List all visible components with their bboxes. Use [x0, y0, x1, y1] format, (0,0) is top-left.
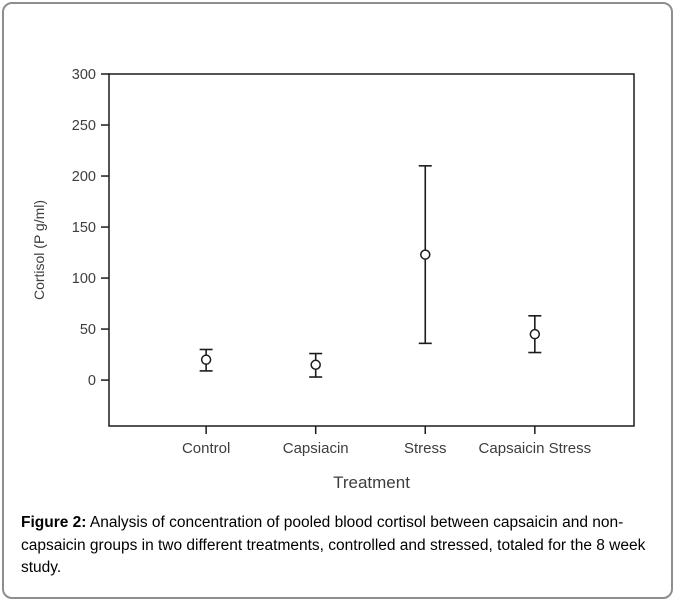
y-axis-title: Cortisol (P g/ml) — [31, 200, 47, 300]
y-tick-label: 250 — [72, 118, 96, 134]
figure-caption-label: Figure 2: — [21, 514, 87, 531]
data-point-marker — [310, 359, 321, 371]
x-tick-label: Capsaicin Stress — [479, 440, 592, 457]
data-point-marker — [200, 354, 212, 365]
y-tick-label: 150 — [72, 220, 96, 236]
figure-panel: 300 250 200 150 100 50 0 Control Capsiacin Stress… — [2, 2, 673, 599]
figure-caption: Figure 2: Analysis of concentration of p… — [21, 512, 671, 580]
plot-box — [108, 73, 635, 427]
y-tick-label: 100 — [72, 271, 96, 287]
figure-caption-text: Analysis of concentration of pooled bloo… — [21, 514, 646, 576]
y-tick-label: 0 — [88, 373, 96, 389]
data-point-marker — [420, 249, 431, 260]
x-tick-label: Capsiacin — [283, 440, 349, 457]
cortisol-error-bar-chart: 300 250 200 150 100 50 0 Control Capsiacin Stress… — [31, 67, 635, 492]
y-tick-label: 50 — [80, 322, 96, 338]
y-tick-label: 200 — [72, 169, 96, 185]
x-axis-title: Treatment — [333, 473, 410, 492]
data-point-marker — [529, 328, 541, 340]
x-tick-label: Stress — [404, 440, 447, 457]
x-tick-label: Control — [182, 440, 230, 457]
y-tick-label: 300 — [72, 67, 96, 83]
